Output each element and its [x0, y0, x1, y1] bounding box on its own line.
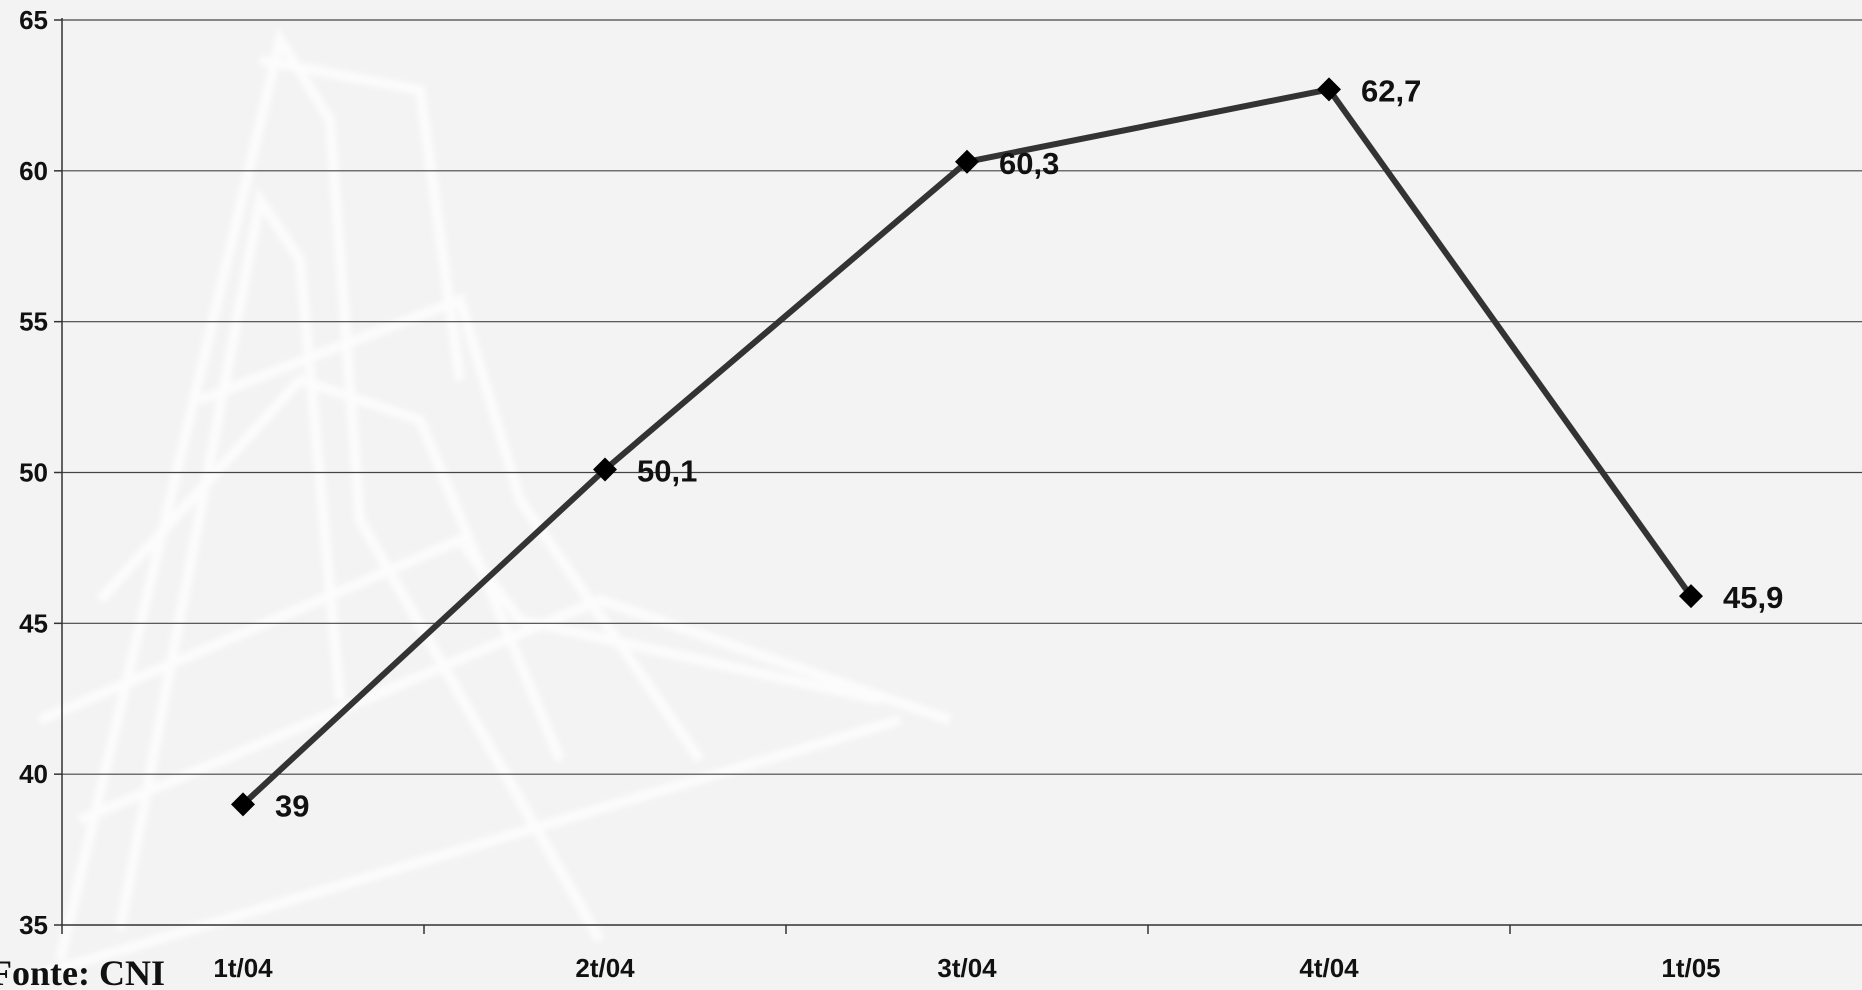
gridlines: [62, 19, 1862, 775]
data-point-marker: [593, 457, 617, 482]
y-tick-label: 65: [19, 5, 48, 35]
data-point-marker: [955, 149, 979, 174]
axes: [54, 18, 1862, 934]
x-tick-label: 1t/05: [1661, 953, 1720, 983]
data-label: 60,3: [999, 146, 1059, 181]
y-tick-label: 50: [19, 458, 48, 488]
source-note: Fonte: CNI: [0, 953, 165, 990]
y-tick-label: 35: [19, 910, 48, 940]
data-label: 62,7: [1361, 73, 1421, 108]
data-point-marker: [231, 792, 255, 817]
data-label: 50,1: [637, 453, 697, 488]
y-tick-label: 60: [19, 156, 48, 186]
x-tick-label: 3t/04: [937, 953, 997, 983]
y-tick-label: 55: [19, 307, 48, 337]
labels: 35 40 45 50 55 60 65 1t/04 2t/04 3t/04 4t/04 1t/05 3…: [19, 5, 1783, 983]
data-point-marker: [1679, 584, 1703, 609]
x-tick-label: 2t/04: [575, 953, 635, 983]
x-tick-label: 1t/04: [213, 953, 273, 983]
data-label: 45,9: [1723, 580, 1783, 615]
y-tick-label: 45: [19, 608, 48, 638]
background-sketch-image: [18, 27, 952, 985]
x-tick-label: 4t/04: [1299, 953, 1359, 983]
series: [231, 77, 1703, 817]
y-tick-label: 40: [19, 759, 48, 789]
data-label: 39: [275, 788, 309, 823]
data-point-marker: [1317, 77, 1341, 102]
